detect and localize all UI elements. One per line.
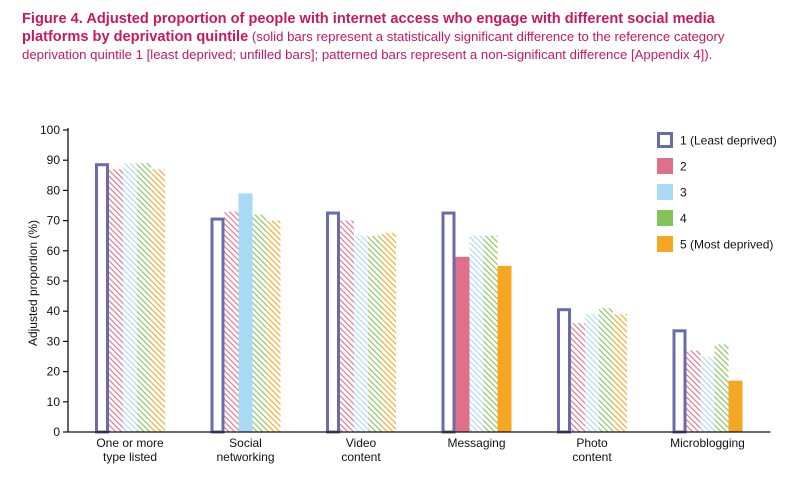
x-tick-label: Social networking bbox=[216, 436, 274, 464]
bar-3-series-1 bbox=[326, 211, 340, 434]
legend: 1 (Least deprived) 2 3 4 5 (Most deprived) bbox=[657, 132, 777, 252]
legend-swatch-3 bbox=[657, 184, 673, 200]
bar-4-series-4 bbox=[483, 235, 498, 432]
bar-1-series-4 bbox=[137, 163, 151, 432]
legend-label-3: 3 bbox=[680, 186, 687, 200]
bar-3-series-5 bbox=[382, 232, 396, 432]
figure-caption: Figure 4. Adjusted proportion of people … bbox=[22, 10, 772, 64]
y-tick-label: 70 bbox=[47, 214, 61, 228]
y-tick-label: 30 bbox=[47, 334, 61, 348]
x-tick-label: Video content bbox=[341, 436, 381, 464]
x-tick-label: Messaging bbox=[447, 436, 505, 450]
bar-4-series-3 bbox=[469, 235, 484, 432]
bar-3-series-4 bbox=[368, 235, 382, 432]
bar-2-series-4 bbox=[252, 214, 267, 432]
bar-1-series-5 bbox=[151, 169, 165, 432]
x-tick-label: Microblogging bbox=[670, 436, 745, 450]
bar-5-series-5 bbox=[613, 314, 627, 432]
bars-group bbox=[95, 163, 743, 434]
bar-6-series-2 bbox=[686, 350, 701, 432]
y-tick-label: 50 bbox=[47, 274, 61, 288]
bar-1-series-2 bbox=[109, 169, 123, 432]
caption-detail: (solid bars represent a statistically si… bbox=[22, 29, 725, 62]
bar-5-series-2 bbox=[571, 323, 585, 432]
legend-swatch-2 bbox=[657, 158, 673, 174]
y-axis-label: Adjusted proportion (%) bbox=[26, 220, 40, 346]
legend-swatch-5 bbox=[657, 236, 673, 252]
bar-5-series-1 bbox=[557, 308, 571, 434]
bar-6-series-1 bbox=[672, 329, 687, 434]
bar-5-series-4 bbox=[599, 308, 613, 432]
bar-5-series-3 bbox=[585, 314, 599, 432]
x-tick-label: One or more type listed bbox=[96, 436, 164, 464]
bar-6-series-4 bbox=[714, 344, 729, 432]
y-tick-label: 40 bbox=[47, 304, 61, 318]
bar-2-series-3 bbox=[238, 193, 253, 432]
y-tick-label: 10 bbox=[47, 395, 61, 409]
x-tick-label: Photo content bbox=[572, 436, 612, 464]
bar-4-series-1 bbox=[441, 211, 456, 434]
y-tick-label: 100 bbox=[40, 123, 60, 137]
caption-lead: Figure 4. Adjusted proportion of people … bbox=[22, 11, 715, 45]
y-axis: 0 10 20 30 40 50 60 70 80 90 100 bbox=[40, 123, 69, 439]
bar-6-series-3 bbox=[700, 356, 715, 432]
y-tick-label: 60 bbox=[47, 244, 61, 258]
legend-label-4: 4 bbox=[680, 212, 687, 226]
legend-label-1: 1 (Least deprived) bbox=[680, 134, 777, 148]
bar-6-series-5 bbox=[728, 380, 743, 432]
bar-2-series-2 bbox=[224, 211, 239, 432]
y-tick-label: 0 bbox=[53, 425, 60, 439]
y-tick-label: 90 bbox=[47, 153, 61, 167]
bar-1-series-3 bbox=[123, 163, 137, 432]
legend-swatch-4 bbox=[657, 210, 673, 226]
bar-3-series-3 bbox=[354, 235, 368, 432]
bar-4-series-5 bbox=[497, 265, 512, 432]
bar-2-series-5 bbox=[266, 220, 281, 432]
legend-swatch-1 bbox=[657, 132, 673, 148]
bar-4-series-2 bbox=[455, 256, 470, 432]
x-axis: One or more type listed Social networking Vi… bbox=[68, 431, 771, 464]
bar-3-series-2 bbox=[340, 220, 354, 432]
bar-2-series-1 bbox=[210, 217, 225, 434]
bar-1-series-1 bbox=[95, 163, 109, 434]
y-tick-label: 20 bbox=[47, 365, 61, 379]
legend-label-5: 5 (Most deprived) bbox=[680, 238, 773, 252]
y-tick-label: 80 bbox=[47, 183, 61, 197]
legend-label-2: 2 bbox=[680, 160, 687, 174]
